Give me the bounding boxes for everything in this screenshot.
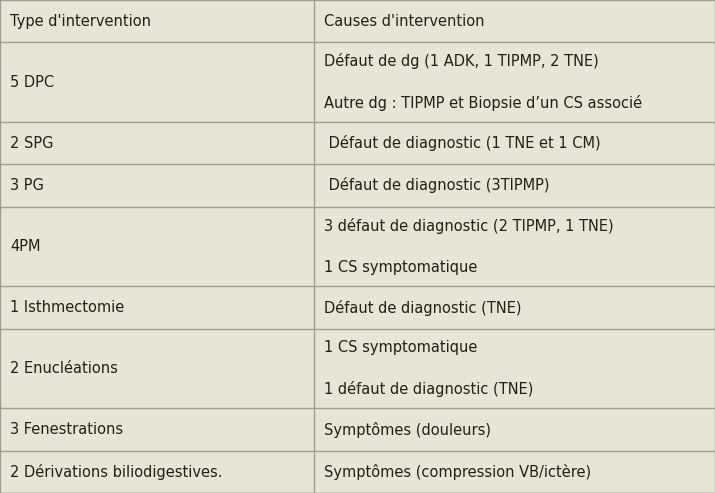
Text: 2 Enucléations: 2 Enucléations (10, 361, 118, 376)
Text: Symptômes (compression VB/ictère): Symptômes (compression VB/ictère) (324, 464, 591, 480)
Text: 1 CS symptomatique: 1 CS symptomatique (324, 260, 478, 275)
Text: 4PM: 4PM (10, 239, 41, 254)
Text: Défaut de dg (1 ADK, 1 TIPMP, 2 TNE): Défaut de dg (1 ADK, 1 TIPMP, 2 TNE) (324, 53, 598, 70)
Text: Causes d'intervention: Causes d'intervention (324, 14, 485, 29)
Text: 5 DPC: 5 DPC (10, 74, 54, 90)
Text: 1 Isthmectomie: 1 Isthmectomie (10, 300, 124, 315)
Text: 2 Dérivations biliodigestives.: 2 Dérivations biliodigestives. (10, 464, 222, 480)
Text: Défaut de diagnostic (1 TNE et 1 CM): Défaut de diagnostic (1 TNE et 1 CM) (324, 135, 601, 151)
Text: 1 CS symptomatique: 1 CS symptomatique (324, 340, 478, 355)
Text: Autre dg : TIPMP et Biopsie d’un CS associé: Autre dg : TIPMP et Biopsie d’un CS asso… (324, 95, 642, 111)
Text: 2 SPG: 2 SPG (10, 136, 54, 151)
Text: Symptômes (douleurs): Symptômes (douleurs) (324, 422, 491, 438)
Text: 3 PG: 3 PG (10, 178, 44, 193)
Text: 3 Fenestrations: 3 Fenestrations (10, 422, 123, 437)
Text: Type d'intervention: Type d'intervention (10, 14, 151, 29)
Text: Défaut de diagnostic (3TIPMP): Défaut de diagnostic (3TIPMP) (324, 177, 550, 193)
Text: 3 défaut de diagnostic (2 TIPMP, 1 TNE): 3 défaut de diagnostic (2 TIPMP, 1 TNE) (324, 218, 613, 234)
Text: 1 défaut de diagnostic (TNE): 1 défaut de diagnostic (TNE) (324, 381, 533, 397)
Text: Défaut de diagnostic (TNE): Défaut de diagnostic (TNE) (324, 300, 521, 316)
